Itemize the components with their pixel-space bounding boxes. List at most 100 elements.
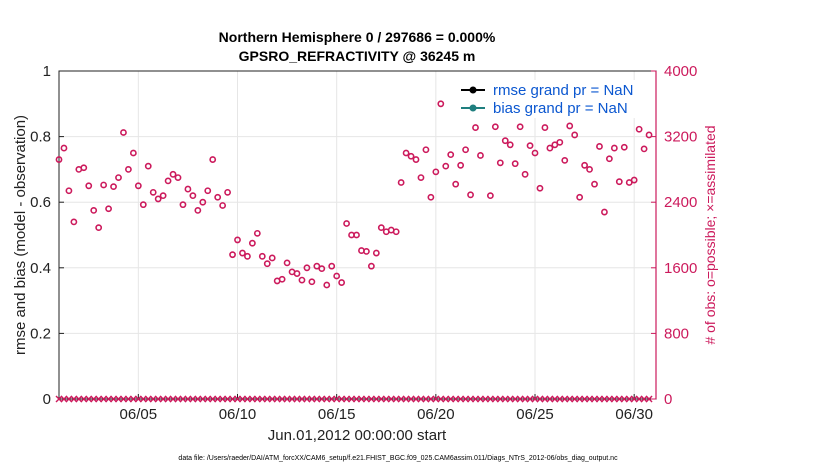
possible-point xyxy=(278,275,286,283)
y2-axis-label: # of obs: o=possible; ×=assimilated xyxy=(702,125,718,344)
possible-point xyxy=(353,231,360,239)
y-axis-right: 0 800 1600 2400 3200 4000 xyxy=(651,63,697,408)
y2-tick-label: 800 xyxy=(664,325,689,342)
possible-point xyxy=(640,145,648,153)
x-tick-label: 06/10 xyxy=(219,406,257,423)
possible-point xyxy=(601,208,608,216)
possible-point xyxy=(605,155,613,163)
legend-box xyxy=(456,80,646,118)
possible-point xyxy=(55,156,63,163)
possible-point xyxy=(521,170,529,178)
possible-point xyxy=(551,141,559,149)
possible-point xyxy=(308,278,316,286)
possible-point xyxy=(105,205,112,213)
possible-point xyxy=(472,124,479,131)
possible-point xyxy=(293,270,301,277)
possible-point xyxy=(536,184,544,192)
possible-point xyxy=(422,146,430,154)
possible-point xyxy=(452,180,460,188)
possible-point xyxy=(283,259,291,267)
possible-point xyxy=(209,156,217,163)
possible-point xyxy=(174,174,182,181)
possible-point xyxy=(377,224,385,232)
legend-bias-marker xyxy=(469,104,477,112)
possible-point xyxy=(258,252,266,260)
possible-point xyxy=(125,165,132,173)
x-marker-stroke xyxy=(645,395,653,403)
possible-point xyxy=(511,160,519,168)
possible-point xyxy=(204,187,212,195)
possible-point xyxy=(477,152,484,159)
y2-tick-label: 3200 xyxy=(664,129,697,146)
possible-point xyxy=(561,156,569,164)
possible-point xyxy=(372,249,380,257)
y2-tick-label: 0 xyxy=(664,391,672,408)
possible-point xyxy=(462,146,469,154)
chart-title: Northern Hemisphere 0 / 297686 = 0.000% xyxy=(219,29,496,45)
possible-point xyxy=(313,262,321,270)
legend-bias-label: bias grand pr = NaN xyxy=(493,100,628,117)
possible-point xyxy=(239,249,246,257)
possible-point xyxy=(432,168,440,176)
possible-point xyxy=(229,251,236,259)
possible-point xyxy=(501,137,509,145)
y-tick-label: 1 xyxy=(43,63,51,80)
possible-point xyxy=(115,174,122,181)
possible-point xyxy=(427,193,435,201)
possible-point xyxy=(253,229,261,237)
possible-point xyxy=(234,236,241,244)
possible-point xyxy=(367,262,375,270)
possible-point xyxy=(154,195,162,203)
possible-point xyxy=(516,123,524,131)
possible-point xyxy=(645,131,653,139)
possible-point xyxy=(90,206,98,214)
possible-point xyxy=(169,170,177,178)
x-tick-label: 06/30 xyxy=(615,406,653,423)
y-tick-label: 0.2 xyxy=(30,325,51,342)
legend-rmse-label: rmse grand pr = NaN xyxy=(493,82,633,99)
possible-point xyxy=(546,144,554,152)
legend-rmse-marker xyxy=(469,86,477,94)
y-tick-label: 0.6 xyxy=(30,194,51,211)
y-tick-label: 0.4 xyxy=(30,260,51,277)
assimilated-point xyxy=(645,395,653,403)
possible-point xyxy=(571,131,579,139)
possible-point xyxy=(486,192,494,200)
possible-point xyxy=(541,124,549,131)
possible-point xyxy=(620,143,628,151)
possible-point xyxy=(214,193,222,201)
x-axis-label: Jun.01,2012 00:00:00 start xyxy=(268,427,447,444)
possible-point xyxy=(129,149,137,157)
possible-point xyxy=(100,181,108,189)
possible-point xyxy=(134,182,142,190)
possible-point xyxy=(447,151,455,159)
possible-point xyxy=(149,188,157,196)
possible-point xyxy=(630,176,638,184)
possible-point xyxy=(110,183,117,191)
possible-point xyxy=(506,141,514,149)
possible-point xyxy=(610,144,618,152)
possible-point xyxy=(80,164,88,172)
possible-point xyxy=(392,228,400,236)
possible-point xyxy=(268,254,276,262)
possible-point xyxy=(615,178,623,186)
y2-tick-label: 1600 xyxy=(664,260,697,277)
possible-point xyxy=(581,161,588,169)
plot-frame xyxy=(58,70,657,400)
possible-point xyxy=(467,191,474,199)
possible-point xyxy=(194,206,202,214)
x-tick-label: 06/15 xyxy=(318,406,356,423)
possible-point xyxy=(526,142,534,150)
x-tick-label: 06/05 xyxy=(120,406,158,423)
possible-point xyxy=(417,174,425,181)
possible-point xyxy=(402,149,410,157)
possible-point xyxy=(457,161,465,169)
chart-subtitle: GPSRO_REFRACTIVITY @ 36245 m xyxy=(239,48,476,64)
possible-point xyxy=(333,272,341,280)
possible-point xyxy=(219,202,227,209)
x-tick-label: 06/20 xyxy=(417,406,455,423)
possible-point xyxy=(318,265,326,273)
possible-point xyxy=(407,152,415,160)
possible-point xyxy=(412,156,420,163)
